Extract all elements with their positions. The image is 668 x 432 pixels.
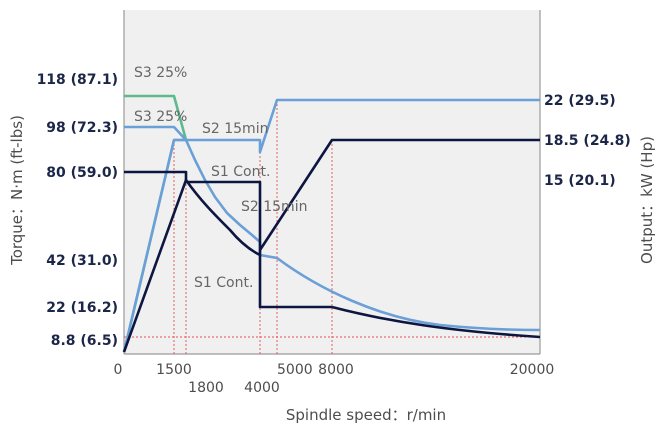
annotation-s1-cont-lower: S1 Cont. [194,275,253,291]
x-tick-5000: 5000 [277,362,313,378]
x-tick-1500: 1500 [156,362,192,378]
annotation-s2-15min-upper: S2 15min [202,121,268,137]
x-tick-4000: 4000 [244,380,280,396]
series-line-navy-torque [124,170,332,309]
y-tick-right-18.5: 18.5 (24.8) [544,133,631,149]
x-axis-label: Spindle speed：r/min [286,406,446,424]
series-line-navy-torque-tail [331,305,541,339]
series-line-blue-torque-tail [276,256,541,332]
series-line-navy-output-rise [258,138,540,251]
annotation-s1-cont-upper: S1 Cont. [211,164,270,180]
y-tick-left-42: 42 (31.0) [46,253,118,269]
y-axis-label-right: Output：kW (Hp) [638,136,656,264]
x-tick-20000: 20000 [510,362,555,378]
series-line-navy-output [122,177,261,353]
annotation-s2-15min-lower: S2 15min [241,199,307,215]
y-tick-left-98: 98 (72.3) [46,120,118,136]
y-tick-left-8.8: 8.8 (6.5) [51,333,118,349]
y-axis-label-left: Torque：N·m (ft-lbs) [8,115,26,266]
series-line-s3-green-top [124,94,188,141]
annotation-s3-25-lower: S3 25% [134,109,187,125]
x-tick-1800: 1800 [188,380,224,396]
y-tick-left-118: 118 (87.1) [37,72,118,88]
y-tick-left-22: 22 (16.2) [46,300,118,316]
annotation-s3-25-upper: S3 25% [134,65,187,81]
y-tick-left-80: 80 (59.0) [46,165,118,181]
x-tick-0: 0 [114,362,123,378]
x-tick-8000: 8000 [318,362,354,378]
series-line-blue-output [122,98,540,353]
guide-lines [124,100,540,354]
y-tick-right-15: 15 (20.1) [544,173,616,189]
y-tick-right-22: 22 (29.5) [544,93,616,109]
